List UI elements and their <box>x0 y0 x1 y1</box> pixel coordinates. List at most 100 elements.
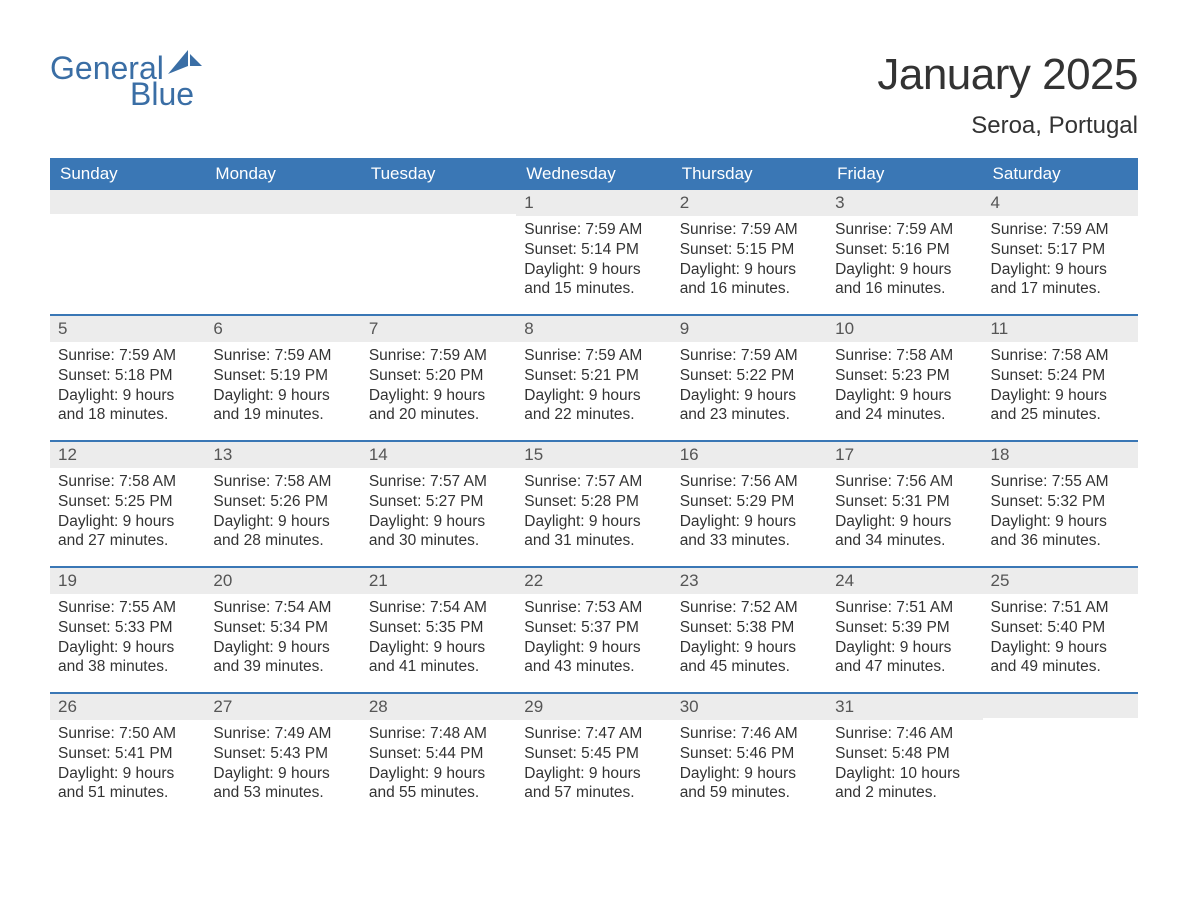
day-cell: 28Sunrise: 7:48 AMSunset: 5:44 PMDayligh… <box>361 694 516 818</box>
sunrise-line: Sunrise: 7:56 AM <box>680 472 819 492</box>
daylight-line-1: Daylight: 9 hours <box>835 260 974 280</box>
sunset-line: Sunset: 5:33 PM <box>58 618 197 638</box>
day-number: 11 <box>983 316 1138 342</box>
sail-icon <box>168 50 202 78</box>
daylight-line-2: and 38 minutes. <box>58 657 197 677</box>
daylight-line-2: and 55 minutes. <box>369 783 508 803</box>
sunrise-line: Sunrise: 7:56 AM <box>835 472 974 492</box>
day-number: 20 <box>205 568 360 594</box>
weekday-header: Sunday <box>50 158 205 190</box>
daylight-line-1: Daylight: 9 hours <box>524 386 663 406</box>
daylight-line-2: and 24 minutes. <box>835 405 974 425</box>
day-number: 13 <box>205 442 360 468</box>
sunrise-line: Sunrise: 7:59 AM <box>369 346 508 366</box>
week-row: 26Sunrise: 7:50 AMSunset: 5:41 PMDayligh… <box>50 692 1138 818</box>
day-details: Sunrise: 7:58 AMSunset: 5:24 PMDaylight:… <box>983 342 1138 431</box>
daylight-line-1: Daylight: 9 hours <box>213 638 352 658</box>
sunrise-line: Sunrise: 7:52 AM <box>680 598 819 618</box>
day-cell: 5Sunrise: 7:59 AMSunset: 5:18 PMDaylight… <box>50 316 205 440</box>
daylight-line-1: Daylight: 9 hours <box>58 512 197 532</box>
day-cell: 22Sunrise: 7:53 AMSunset: 5:37 PMDayligh… <box>516 568 671 692</box>
day-details: Sunrise: 7:46 AMSunset: 5:46 PMDaylight:… <box>672 720 827 809</box>
daylight-line-1: Daylight: 9 hours <box>524 260 663 280</box>
day-cell: 30Sunrise: 7:46 AMSunset: 5:46 PMDayligh… <box>672 694 827 818</box>
day-details: Sunrise: 7:58 AMSunset: 5:23 PMDaylight:… <box>827 342 982 431</box>
daylight-line-2: and 34 minutes. <box>835 531 974 551</box>
sunrise-line: Sunrise: 7:55 AM <box>58 598 197 618</box>
day-details: Sunrise: 7:49 AMSunset: 5:43 PMDaylight:… <box>205 720 360 809</box>
sunrise-line: Sunrise: 7:59 AM <box>213 346 352 366</box>
day-details: Sunrise: 7:54 AMSunset: 5:34 PMDaylight:… <box>205 594 360 683</box>
daylight-line-2: and 39 minutes. <box>213 657 352 677</box>
day-cell <box>983 694 1138 818</box>
sunset-line: Sunset: 5:15 PM <box>680 240 819 260</box>
sunrise-line: Sunrise: 7:50 AM <box>58 724 197 744</box>
daylight-line-2: and 41 minutes. <box>369 657 508 677</box>
weekday-header: Wednesday <box>516 158 671 190</box>
sunset-line: Sunset: 5:18 PM <box>58 366 197 386</box>
daylight-line-2: and 43 minutes. <box>524 657 663 677</box>
day-details: Sunrise: 7:57 AMSunset: 5:27 PMDaylight:… <box>361 468 516 557</box>
day-details: Sunrise: 7:59 AMSunset: 5:20 PMDaylight:… <box>361 342 516 431</box>
sunset-line: Sunset: 5:48 PM <box>835 744 974 764</box>
daylight-line-2: and 33 minutes. <box>680 531 819 551</box>
day-cell: 14Sunrise: 7:57 AMSunset: 5:27 PMDayligh… <box>361 442 516 566</box>
day-cell <box>361 190 516 314</box>
day-number: 9 <box>672 316 827 342</box>
sunrise-line: Sunrise: 7:57 AM <box>524 472 663 492</box>
sunset-line: Sunset: 5:17 PM <box>991 240 1130 260</box>
day-cell: 25Sunrise: 7:51 AMSunset: 5:40 PMDayligh… <box>983 568 1138 692</box>
sunrise-line: Sunrise: 7:58 AM <box>58 472 197 492</box>
day-number: 19 <box>50 568 205 594</box>
weekday-header: Friday <box>827 158 982 190</box>
daylight-line-2: and 49 minutes. <box>991 657 1130 677</box>
day-cell: 18Sunrise: 7:55 AMSunset: 5:32 PMDayligh… <box>983 442 1138 566</box>
daylight-line-1: Daylight: 9 hours <box>369 512 508 532</box>
day-number: 12 <box>50 442 205 468</box>
day-details: Sunrise: 7:51 AMSunset: 5:40 PMDaylight:… <box>983 594 1138 683</box>
day-cell: 6Sunrise: 7:59 AMSunset: 5:19 PMDaylight… <box>205 316 360 440</box>
day-cell: 3Sunrise: 7:59 AMSunset: 5:16 PMDaylight… <box>827 190 982 314</box>
day-number <box>361 190 516 214</box>
sunset-line: Sunset: 5:28 PM <box>524 492 663 512</box>
daylight-line-2: and 22 minutes. <box>524 405 663 425</box>
sunrise-line: Sunrise: 7:46 AM <box>835 724 974 744</box>
sunset-line: Sunset: 5:14 PM <box>524 240 663 260</box>
day-cell: 12Sunrise: 7:58 AMSunset: 5:25 PMDayligh… <box>50 442 205 566</box>
sunset-line: Sunset: 5:46 PM <box>680 744 819 764</box>
daylight-line-2: and 16 minutes. <box>680 279 819 299</box>
daylight-line-2: and 23 minutes. <box>680 405 819 425</box>
day-details: Sunrise: 7:59 AMSunset: 5:18 PMDaylight:… <box>50 342 205 431</box>
week-row: 12Sunrise: 7:58 AMSunset: 5:25 PMDayligh… <box>50 440 1138 566</box>
daylight-line-2: and 16 minutes. <box>835 279 974 299</box>
day-details: Sunrise: 7:48 AMSunset: 5:44 PMDaylight:… <box>361 720 516 809</box>
weekday-header: Thursday <box>672 158 827 190</box>
sunset-line: Sunset: 5:24 PM <box>991 366 1130 386</box>
sunset-line: Sunset: 5:23 PM <box>835 366 974 386</box>
day-number: 10 <box>827 316 982 342</box>
day-number: 22 <box>516 568 671 594</box>
daylight-line-1: Daylight: 9 hours <box>213 386 352 406</box>
sunrise-line: Sunrise: 7:59 AM <box>58 346 197 366</box>
day-number: 7 <box>361 316 516 342</box>
daylight-line-1: Daylight: 9 hours <box>58 764 197 784</box>
sunset-line: Sunset: 5:39 PM <box>835 618 974 638</box>
day-cell: 1Sunrise: 7:59 AMSunset: 5:14 PMDaylight… <box>516 190 671 314</box>
sunset-line: Sunset: 5:34 PM <box>213 618 352 638</box>
daylight-line-2: and 57 minutes. <box>524 783 663 803</box>
daylight-line-2: and 18 minutes. <box>58 405 197 425</box>
sunset-line: Sunset: 5:19 PM <box>213 366 352 386</box>
day-details: Sunrise: 7:46 AMSunset: 5:48 PMDaylight:… <box>827 720 982 809</box>
daylight-line-2: and 15 minutes. <box>524 279 663 299</box>
day-details: Sunrise: 7:59 AMSunset: 5:19 PMDaylight:… <box>205 342 360 431</box>
sunrise-line: Sunrise: 7:58 AM <box>213 472 352 492</box>
sunrise-line: Sunrise: 7:59 AM <box>991 220 1130 240</box>
month-title: January 2025 <box>877 50 1138 100</box>
day-cell: 15Sunrise: 7:57 AMSunset: 5:28 PMDayligh… <box>516 442 671 566</box>
day-cell: 24Sunrise: 7:51 AMSunset: 5:39 PMDayligh… <box>827 568 982 692</box>
sunset-line: Sunset: 5:37 PM <box>524 618 663 638</box>
sunset-line: Sunset: 5:20 PM <box>369 366 508 386</box>
weekday-header: Tuesday <box>361 158 516 190</box>
daylight-line-1: Daylight: 10 hours <box>835 764 974 784</box>
daylight-line-2: and 20 minutes. <box>369 405 508 425</box>
